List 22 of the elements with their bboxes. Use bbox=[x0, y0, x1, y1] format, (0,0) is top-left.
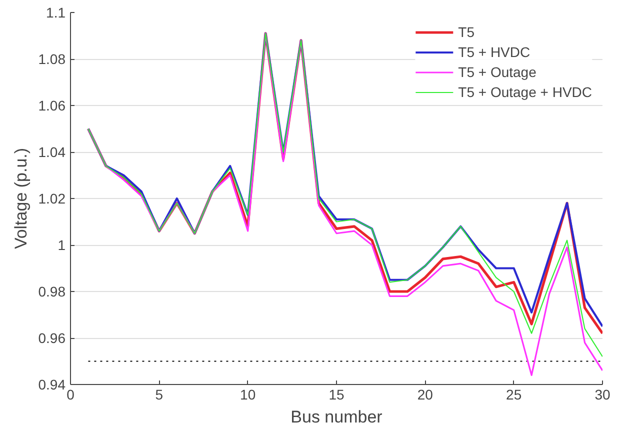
y-tick-label: 0.98 bbox=[38, 284, 66, 300]
y-tick-label: 1.02 bbox=[38, 190, 66, 206]
y-tick-label: 1.06 bbox=[38, 98, 66, 114]
y-tick-label: 0.94 bbox=[38, 376, 66, 392]
y-tick-label: 1 bbox=[58, 237, 66, 253]
x-tick-label: 25 bbox=[506, 386, 522, 402]
legend-label: T5 + Outage bbox=[458, 63, 536, 81]
x-tick-label: 15 bbox=[328, 386, 344, 402]
y-tick-label: 1.08 bbox=[38, 51, 66, 67]
x-tick-label: 5 bbox=[155, 386, 164, 402]
y-tick-label: 0.96 bbox=[38, 330, 66, 346]
x-tick-label: 0 bbox=[66, 386, 75, 402]
x-axis-title: Bus number bbox=[290, 408, 383, 426]
y-tick-label: 1.04 bbox=[38, 144, 66, 160]
y-tick-label: 1.1 bbox=[46, 4, 66, 20]
x-tick-label: 30 bbox=[594, 386, 610, 402]
x-tick-label: 20 bbox=[417, 386, 434, 402]
y-axis-title: Voltage (p.u.) bbox=[11, 148, 30, 250]
legend-label: T5 bbox=[458, 23, 476, 41]
legend-label: T5 + HVDC bbox=[458, 43, 530, 61]
x-tick-label: 10 bbox=[240, 386, 256, 402]
legend-label: T5 + Outage + HVDC bbox=[458, 83, 592, 101]
